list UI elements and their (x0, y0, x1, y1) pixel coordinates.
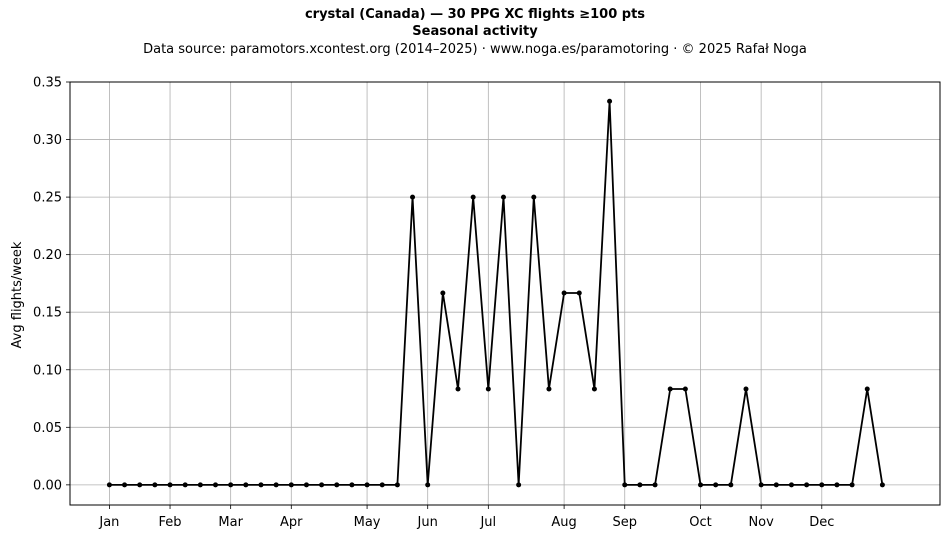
data-point (546, 386, 552, 392)
data-point (364, 482, 370, 488)
data-point (652, 482, 658, 488)
data-point (834, 482, 840, 488)
data-point (470, 194, 476, 200)
y-axis-label: Avg flights/week (10, 241, 25, 348)
x-tick-label: Jan (98, 515, 119, 530)
x-tick-label: May (354, 515, 381, 530)
x-tick-label: Jun (417, 515, 438, 530)
y-tick-label: 0.15 (33, 306, 62, 321)
series-line (109, 100, 884, 486)
data-point (394, 482, 400, 488)
x-tick-label: Apr (280, 515, 303, 530)
data-point (152, 482, 158, 488)
data-point (167, 482, 173, 488)
data-point (273, 482, 279, 488)
data-point (758, 482, 764, 488)
data-point (879, 482, 885, 488)
data-source-note: Data source: paramotors.xcontest.org (20… (143, 42, 807, 57)
data-point (713, 482, 719, 488)
data-point (334, 482, 340, 488)
y-tick-label: 0.10 (33, 363, 62, 378)
data-point (516, 482, 522, 488)
data-point (410, 194, 416, 200)
y-tick-label: 0.20 (33, 248, 62, 263)
data-point (743, 386, 749, 392)
data-point (425, 482, 431, 488)
data-point (561, 290, 567, 296)
data-point (288, 482, 294, 488)
y-tick-label: 0.00 (33, 478, 62, 493)
data-point (106, 482, 112, 488)
data-point (303, 482, 309, 488)
data-point (228, 482, 234, 488)
data-point (213, 482, 219, 488)
x-tick-label: Sep (612, 515, 637, 530)
data-point (349, 482, 355, 488)
data-point (607, 98, 613, 104)
data-point (197, 482, 203, 488)
plot-frame (69, 81, 941, 506)
data-point (804, 482, 810, 488)
data-point (500, 194, 506, 200)
chart-subtitle: Seasonal activity (412, 24, 538, 39)
data-point (258, 482, 264, 488)
y-tick-label: 0.05 (33, 421, 62, 436)
data-point (773, 482, 779, 488)
grid (70, 81, 940, 505)
x-tick-label: Jul (479, 515, 496, 530)
data-point (864, 386, 870, 392)
y-tick-label: 0.35 (33, 76, 62, 91)
x-tick-label: Aug (551, 515, 576, 530)
series (106, 98, 885, 488)
data-point (622, 482, 628, 488)
axes: Jan Feb Mar Apr May Jun Jul Aug Sep Oct Nov Dec 0.00… (33, 76, 941, 530)
data-point (182, 482, 188, 488)
data-point (637, 482, 643, 488)
data-point (849, 482, 855, 488)
data-point (576, 290, 582, 296)
data-point (531, 194, 537, 200)
chart-title: crystal (Canada) — 30 PPG XC flights ≥10… (304, 7, 646, 22)
y-tick-label: 0.25 (33, 191, 62, 206)
data-point (440, 290, 446, 296)
data-point (667, 386, 673, 392)
x-tick-label: Nov (748, 515, 774, 530)
data-point (682, 386, 688, 392)
data-point (137, 482, 143, 488)
data-point (819, 482, 825, 488)
data-point (122, 482, 128, 488)
x-tick-label: Feb (159, 515, 182, 530)
data-point (788, 482, 794, 488)
data-point (319, 482, 325, 488)
y-tick-label: 0.30 (33, 133, 62, 148)
data-point (698, 482, 704, 488)
data-point (485, 386, 491, 392)
data-point (728, 482, 734, 488)
x-tick-label: Dec (809, 515, 834, 530)
data-point (243, 482, 249, 488)
data-point (455, 386, 461, 392)
x-tick-label: Oct (689, 515, 711, 530)
data-point (379, 482, 385, 488)
x-tick-label: Mar (218, 515, 243, 530)
data-point (591, 386, 597, 392)
